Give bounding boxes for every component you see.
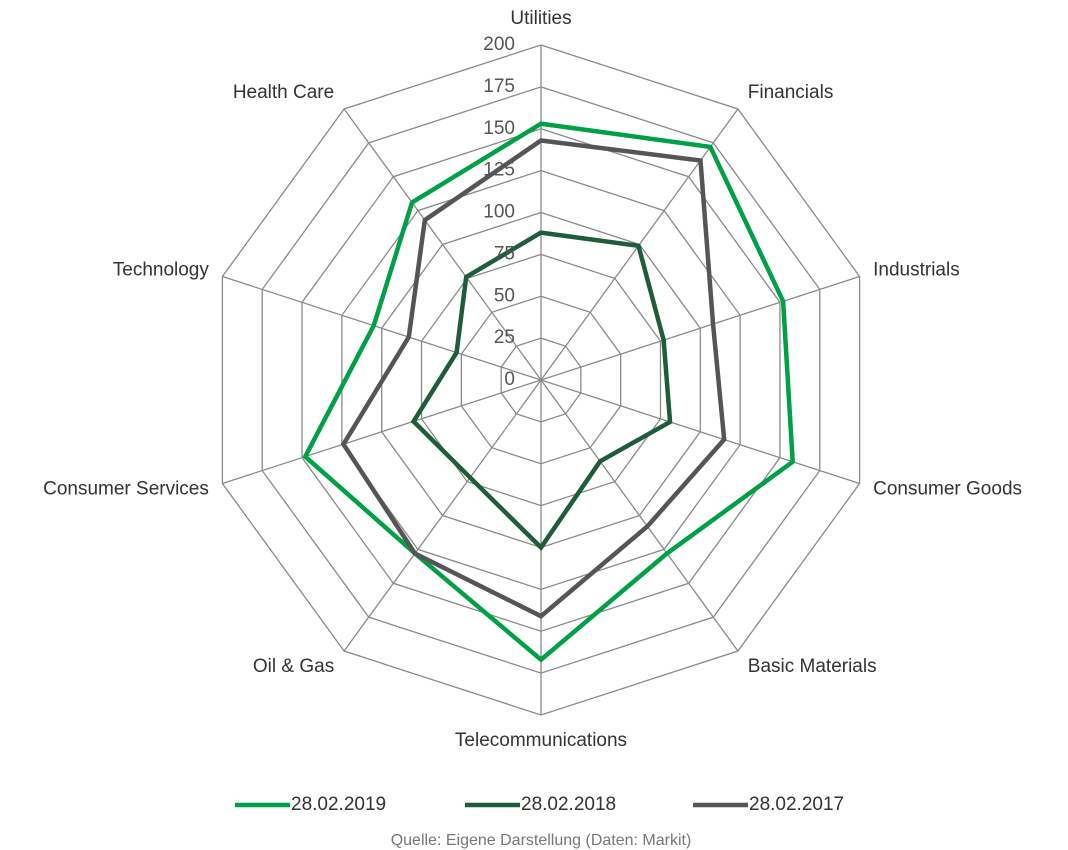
tick-label: 175 — [483, 76, 515, 97]
tick-label: 125 — [483, 160, 515, 181]
category-label: Financials — [748, 82, 834, 103]
tick-label: 50 — [494, 285, 515, 306]
spoke — [343, 379, 542, 652]
tick-label: 200 — [483, 34, 515, 55]
spoke — [222, 379, 542, 485]
source-note: Quelle: Eigene Darstellung (Daten: Marki… — [391, 832, 692, 849]
spoke — [540, 379, 739, 652]
category-label: Utilities — [510, 8, 571, 29]
category-label: Health Care — [233, 82, 334, 103]
tick-label: 25 — [494, 327, 515, 348]
spoke — [540, 275, 860, 381]
category-label: Consumer Goods — [873, 479, 1022, 500]
legend-label: 28.02.2017 — [749, 794, 844, 815]
spoke — [540, 379, 860, 485]
category-label: Telecommunications — [455, 730, 627, 751]
tick-label: 0 — [504, 369, 515, 390]
category-label: Industrials — [873, 259, 960, 280]
category-label: Oil & Gas — [253, 656, 334, 677]
spoke — [343, 108, 542, 381]
series-line — [340, 138, 727, 619]
legend-label: 28.02.2019 — [291, 794, 386, 815]
category-label: Consumer Services — [43, 479, 209, 500]
spoke — [222, 275, 542, 381]
legend-label: 28.02.2018 — [521, 794, 616, 815]
tick-label: 75 — [494, 243, 515, 264]
tick-label: 100 — [483, 202, 515, 223]
series-line — [410, 230, 673, 551]
series-line — [302, 121, 796, 663]
category-label: Basic Materials — [748, 656, 877, 677]
tick-label: 150 — [483, 118, 515, 139]
category-label: Technology — [113, 259, 210, 280]
